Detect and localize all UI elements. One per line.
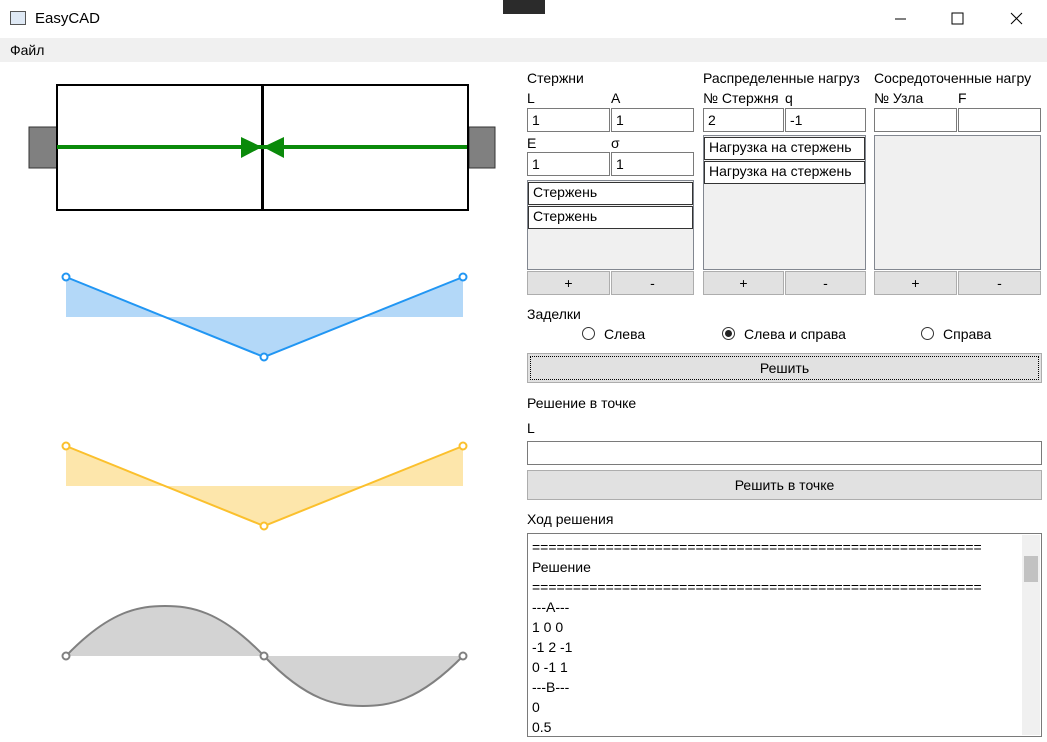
- scroll-thumb[interactable]: [1024, 556, 1038, 582]
- point-label: L: [527, 420, 535, 436]
- field-label: F: [958, 90, 967, 106]
- field-input[interactable]: 2: [703, 108, 784, 132]
- log-line: ========================================…: [532, 539, 982, 555]
- drawing-area: [28, 84, 496, 708]
- group-title: Сосредоточенные нагру: [874, 70, 1032, 86]
- log-title: Ход решения: [527, 511, 614, 527]
- maximize[interactable]: [951, 12, 964, 25]
- support-right: [468, 126, 496, 169]
- log-line: ---A---: [532, 599, 570, 615]
- window-title: EasyCAD: [35, 10, 101, 27]
- scrollbar[interactable]: [1022, 535, 1040, 735]
- field-input[interactable]: 1: [527, 108, 610, 132]
- point-input[interactable]: [527, 441, 1042, 465]
- point-button[interactable]: Решить в точке: [527, 470, 1042, 500]
- add-button[interactable]: +: [703, 271, 784, 295]
- field-label: q: [785, 90, 793, 106]
- log-line: -1 2 -1: [532, 639, 573, 655]
- radio-label[interactable]: Слева и справа: [744, 326, 846, 342]
- support-left: [28, 126, 58, 169]
- field-label: A: [611, 90, 621, 106]
- log-line: 0.5: [532, 719, 552, 735]
- log-line: 0 -1 1: [532, 659, 568, 675]
- supports-title: Заделки: [527, 306, 581, 322]
- log-line: Решение: [532, 559, 591, 575]
- group-title: Распределенные нагруз: [703, 70, 860, 86]
- point-title: Решение в точке: [527, 395, 637, 411]
- snap-handle: [503, 0, 545, 14]
- plot-u-fill: [66, 446, 463, 526]
- list-item[interactable]: Стержень: [528, 206, 693, 229]
- list-box: [874, 135, 1041, 270]
- radio-button[interactable]: [722, 327, 735, 340]
- app-icon: [10, 11, 26, 25]
- radio-label[interactable]: Справа: [943, 326, 992, 342]
- field-label: № Узла: [874, 90, 924, 106]
- field-label: E: [527, 135, 537, 151]
- field-input[interactable]: -1: [785, 108, 866, 132]
- radio-button[interactable]: [582, 327, 595, 340]
- radio-dot: [725, 330, 732, 337]
- radio-button[interactable]: [921, 327, 934, 340]
- remove-button[interactable]: -: [958, 271, 1041, 295]
- list-box: Стержень Стержень: [527, 180, 694, 270]
- field-input[interactable]: 1: [527, 152, 610, 176]
- list-item[interactable]: Стержень: [528, 182, 693, 205]
- close[interactable]: [1010, 12, 1023, 25]
- load-arrows: [241, 137, 284, 158]
- field-label: L: [527, 90, 535, 106]
- list-item[interactable]: Нагрузка на стержень: [704, 161, 865, 184]
- log-box: ========================================…: [527, 533, 1042, 737]
- window-controls: [895, 12, 1023, 25]
- list-item[interactable]: Нагрузка на стержень: [704, 137, 865, 160]
- list-box: Нагрузка на стержень Нагрузка на стержень: [703, 135, 866, 270]
- add-button[interactable]: +: [527, 271, 610, 295]
- field-label: № Стержня: [703, 90, 779, 106]
- plot-n-fill: [66, 277, 463, 357]
- field-input[interactable]: [958, 108, 1041, 132]
- group-title: Стержни: [527, 70, 584, 86]
- field-input[interactable]: [874, 108, 957, 132]
- log-line: ========================================…: [532, 579, 982, 595]
- field-input[interactable]: 1: [611, 108, 694, 132]
- log-line: ---B---: [532, 679, 570, 695]
- remove-button[interactable]: -: [611, 271, 694, 295]
- menu-bar: [0, 38, 1047, 62]
- solve-button[interactable]: Решить: [527, 353, 1042, 383]
- remove-button[interactable]: -: [785, 271, 866, 295]
- menu-file[interactable]: Файл: [10, 42, 45, 58]
- radio-label[interactable]: Слева: [604, 326, 646, 342]
- log-line: 0: [532, 699, 540, 715]
- field-label: σ: [611, 135, 620, 151]
- log-line: 1 0 0: [532, 619, 564, 635]
- add-button[interactable]: +: [874, 271, 957, 295]
- field-input[interactable]: 1: [611, 152, 694, 176]
